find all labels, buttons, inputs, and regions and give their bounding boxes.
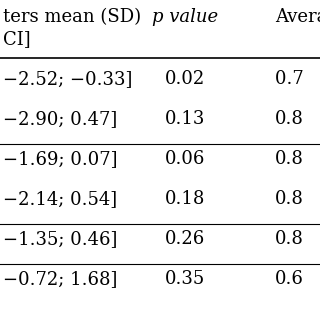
Text: ters mean (SD): ters mean (SD): [3, 8, 141, 26]
Text: −2.90; 0.47]: −2.90; 0.47]: [3, 110, 117, 128]
Text: 0.18: 0.18: [165, 190, 205, 208]
Text: 0.6: 0.6: [275, 270, 304, 288]
Text: −0.72; 1.68]: −0.72; 1.68]: [3, 270, 117, 288]
Text: CI]: CI]: [3, 30, 31, 48]
Text: −2.52; −0.33]: −2.52; −0.33]: [3, 70, 132, 88]
Text: −1.35; 0.46]: −1.35; 0.46]: [3, 230, 117, 248]
Text: 0.8: 0.8: [275, 150, 304, 168]
Text: 0.35: 0.35: [165, 270, 205, 288]
Text: Avera: Avera: [275, 8, 320, 26]
Text: 0.02: 0.02: [165, 70, 205, 88]
Text: 0.26: 0.26: [165, 230, 205, 248]
Text: 0.8: 0.8: [275, 190, 304, 208]
Text: −1.69; 0.07]: −1.69; 0.07]: [3, 150, 117, 168]
Text: 0.8: 0.8: [275, 110, 304, 128]
Text: 0.13: 0.13: [165, 110, 205, 128]
Text: 0.06: 0.06: [165, 150, 205, 168]
Text: 0.7⁠: 0.7⁠: [275, 70, 304, 88]
Text: −2.14; 0.54]: −2.14; 0.54]: [3, 190, 117, 208]
Text: 0.8: 0.8: [275, 230, 304, 248]
Text: p value: p value: [152, 8, 218, 26]
